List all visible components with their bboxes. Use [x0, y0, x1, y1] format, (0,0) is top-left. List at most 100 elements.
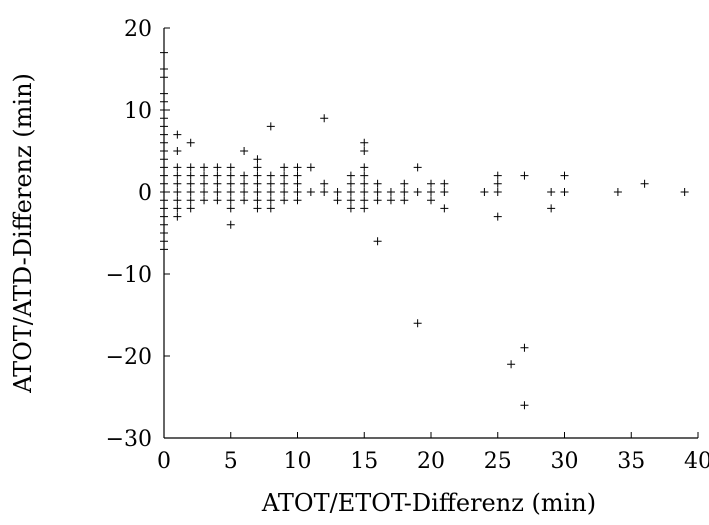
- data-point: [160, 171, 168, 180]
- data-point: [160, 65, 168, 73]
- data-point: [160, 114, 168, 123]
- axes: [163, 28, 698, 439]
- data-point: [346, 179, 355, 188]
- data-point: [173, 171, 182, 180]
- data-point: [186, 163, 195, 172]
- data-point: [266, 122, 275, 131]
- data-point: [373, 179, 382, 188]
- data-point: [160, 188, 168, 196]
- data-point: [160, 155, 168, 164]
- data-point: [427, 188, 435, 196]
- data-point: [160, 48, 168, 57]
- data-point: [253, 196, 262, 205]
- data-point: [440, 188, 449, 196]
- data-point: [293, 171, 302, 180]
- data-point: [373, 188, 382, 196]
- data-point: [320, 179, 329, 188]
- x-axis-title: ATOT/ETOT-Differenz (min): [261, 489, 596, 517]
- data-point: [266, 179, 275, 188]
- data-point: [360, 147, 369, 155]
- data-point: [253, 204, 262, 213]
- data-point: [293, 163, 302, 172]
- data-point: [547, 188, 556, 196]
- data-point: [213, 196, 222, 205]
- data-point: [360, 179, 369, 188]
- data-point: [160, 73, 168, 82]
- data-point: [160, 179, 168, 188]
- data-point: [186, 179, 195, 188]
- data-point: [173, 147, 182, 155]
- x-tick-label: 35: [617, 449, 645, 474]
- data-point: [640, 179, 649, 188]
- data-point: [240, 188, 249, 196]
- data-point: [306, 163, 315, 172]
- y-tick-label: −30: [106, 427, 152, 452]
- data-point: [160, 163, 168, 172]
- data-point: [226, 188, 235, 196]
- data-point: [173, 163, 182, 172]
- data-point: [386, 188, 395, 196]
- data-point: [213, 179, 222, 188]
- data-point: [160, 245, 168, 254]
- data-point: [520, 171, 529, 180]
- data-point: [360, 204, 369, 213]
- data-point: [253, 155, 262, 164]
- data-point: [346, 188, 355, 196]
- data-point: [240, 147, 249, 155]
- x-tick-label: 15: [350, 449, 378, 474]
- data-point: [413, 319, 422, 328]
- data-point: [200, 188, 209, 196]
- data-point: [160, 196, 168, 205]
- data-point: [186, 204, 195, 213]
- x-tick-label: 5: [224, 449, 238, 474]
- x-tick-label: 30: [551, 449, 579, 474]
- data-point: [186, 138, 195, 147]
- data-point: [173, 179, 182, 188]
- data-point: [360, 196, 369, 205]
- data-point: [440, 179, 449, 188]
- data-point: [173, 188, 182, 196]
- x-tick-label: 40: [684, 449, 709, 474]
- data-point: [226, 196, 235, 205]
- data-point: [360, 188, 369, 196]
- data-point: [680, 188, 689, 196]
- y-axis-title: ATOT/ATD-Differenz (min): [9, 73, 37, 394]
- data-point: [493, 179, 502, 188]
- data-point: [493, 212, 502, 221]
- data-point: [160, 89, 168, 98]
- y-tick-label: −20: [106, 345, 152, 370]
- data-point: [560, 171, 569, 180]
- x-tick-label: 25: [484, 449, 512, 474]
- data-point: [333, 188, 342, 196]
- data-point: [520, 401, 529, 410]
- data-point: [160, 237, 168, 246]
- y-tick-label: −10: [106, 263, 152, 288]
- data-point: [160, 220, 168, 229]
- data-point: [160, 106, 168, 114]
- data-point: [240, 179, 249, 188]
- data-point: [253, 188, 262, 196]
- data-point: [320, 114, 329, 123]
- data-point: [160, 212, 168, 221]
- data-point: [226, 171, 235, 180]
- data-point: [520, 343, 529, 352]
- data-point: [280, 163, 289, 172]
- data-point: [266, 196, 275, 205]
- data-point: [613, 188, 622, 196]
- data-point: [173, 212, 182, 221]
- y-tick-label: 0: [138, 181, 152, 206]
- data-point: [493, 171, 502, 180]
- data-point: [253, 171, 262, 180]
- data-point: [400, 188, 409, 196]
- y-tick-label: 20: [124, 17, 152, 42]
- data-point: [186, 171, 195, 180]
- x-ticks: 0 5 10 15 20 25 30 35 40: [157, 432, 709, 474]
- data-point: [306, 188, 315, 196]
- data-point: [320, 188, 329, 196]
- y-ticks: −30 −20 −10 0 10 20: [106, 17, 170, 452]
- data-point: [386, 196, 395, 205]
- data-point: [507, 360, 516, 369]
- data-point: [226, 220, 235, 229]
- data-point: [266, 204, 275, 213]
- data-point: [360, 171, 369, 180]
